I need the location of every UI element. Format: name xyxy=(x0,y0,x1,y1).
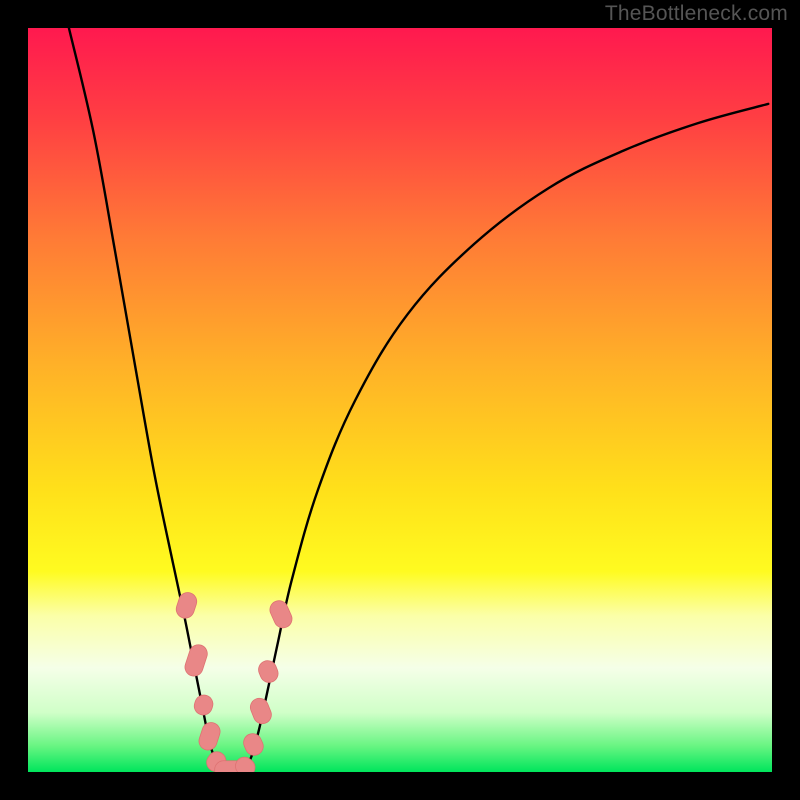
figure-root: TheBottleneck.com xyxy=(0,0,800,800)
chart-svg xyxy=(28,28,772,772)
plot-area xyxy=(28,28,772,772)
watermark-text: TheBottleneck.com xyxy=(605,2,788,26)
